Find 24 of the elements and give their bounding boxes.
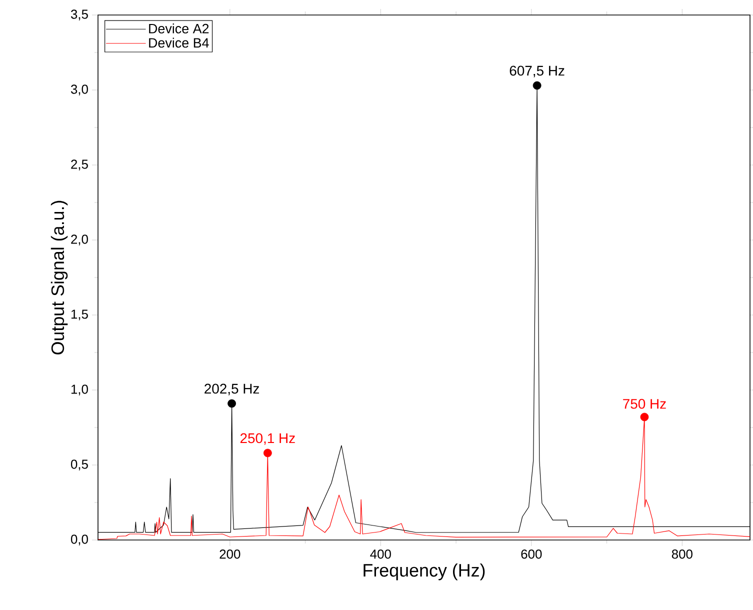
y-axis-title: Output Signal (a.u.) <box>50 200 68 354</box>
annotation: 250,1 Hz <box>240 433 295 445</box>
point <box>640 412 649 422</box>
point <box>228 399 236 408</box>
legend-label: Device B4 <box>149 38 209 48</box>
y-tick-label: 3,5 <box>70 10 88 20</box>
y-tick-label: 3,0 <box>70 84 88 96</box>
y-tick-label: 1,5 <box>71 310 88 320</box>
y-tick-label: 2,0 <box>71 234 88 246</box>
x-tick-label: 800 <box>672 550 692 559</box>
x-axis-title: Frequency (Hz) <box>364 564 485 580</box>
annotation: 202,5 Hz <box>204 384 259 396</box>
y-tick-label: 1,0 <box>71 384 88 396</box>
point <box>263 448 272 458</box>
y-tick-label: 0,0 <box>70 534 88 546</box>
x-tick-label: 200 <box>220 550 240 559</box>
annotation: 607,5 Hz <box>510 66 564 78</box>
annotation: 750 Hz <box>623 398 666 409</box>
y-tick-label: 0,5 <box>70 460 88 470</box>
y-tick-label: 2,5 <box>71 160 88 170</box>
point <box>532 81 542 90</box>
legend-label: Device A2 <box>149 24 209 34</box>
x-tick-label: 400 <box>370 550 391 559</box>
x-tick-label: 600 <box>521 550 542 559</box>
